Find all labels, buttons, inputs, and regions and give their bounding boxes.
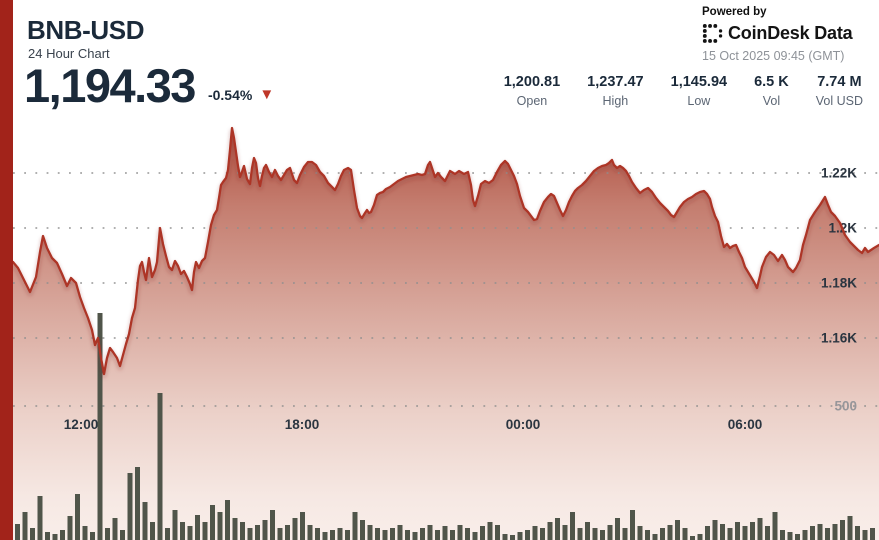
y-tick-label: 1.16K [821,331,857,346]
x-tick-label: 00:00 [506,417,541,432]
ohlc-stats: 1,200.81 Open 1,237.47 High 1,145.94 Low… [504,74,863,108]
branding-block: Powered by CoinDesk Data 15 Oct 2025 09:… [702,6,853,63]
stat-open-label: Open [516,94,548,108]
price-line [11,126,879,376]
last-price: 1,194.33 [24,59,196,112]
stat-vol: 6.5 K Vol [754,74,789,108]
left-accent-bar [0,0,13,540]
x-tick-label: 12:00 [64,417,99,432]
x-tick-label: 18:00 [285,417,320,432]
stat-vol-label: Vol [762,94,781,108]
y-tick-label: 1.18K [821,276,857,291]
brand-name: CoinDesk Data [728,23,853,43]
symbol-title: BNB-USD [27,15,145,45]
price-down-triangle-icon: ▼ [259,86,275,104]
stat-high-value: 1,237.47 [587,74,644,90]
coindesk-logo-icon [702,23,723,44]
chart-subtitle: 24 Hour Chart [28,46,110,61]
stat-vol-usd-label: Vol USD [815,94,863,108]
stat-vol-usd: 7.74 M Vol USD [816,74,863,108]
stat-low-label: Low [687,94,711,108]
volume-bars [15,313,875,540]
stat-high-label: High [602,94,629,108]
powered-by-label: Powered by [702,6,767,18]
timestamp: 15 Oct 2025 09:45 (GMT) [702,49,845,63]
price-area-fill [13,128,879,540]
x-tick-label: 06:00 [728,417,763,432]
stat-vol-usd-value: 7.74 M [817,74,862,90]
y-tick-label: 500 [834,399,857,414]
price-change-percent: -0.54% [207,87,253,104]
stat-high: 1,237.47 High [587,74,643,108]
stat-open-value: 1,200.81 [503,74,561,90]
price-block: 1,194.33 -0.54% ▼ [24,59,275,112]
stat-open: 1,200.81 Open [504,74,560,108]
stat-low: 1,145.94 Low [671,74,727,108]
y-tick-label: 1.22K [821,166,857,181]
stat-vol-value: 6.5 K [754,74,789,90]
stat-low-value: 1,145.94 [670,74,728,90]
x-axis-labels: 12:00 18:00 00:00 06:00 [64,417,763,432]
